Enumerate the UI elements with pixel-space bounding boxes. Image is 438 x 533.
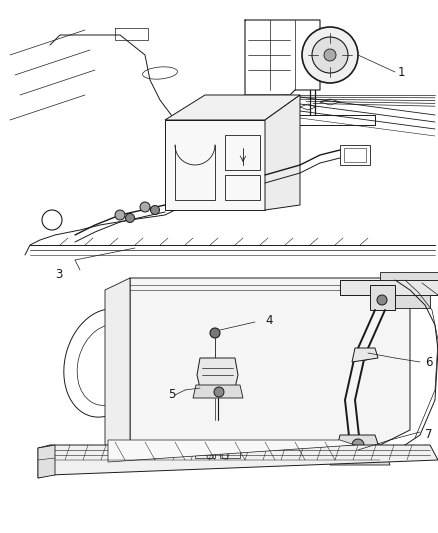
Circle shape — [210, 328, 220, 338]
Text: 7: 7 — [425, 429, 432, 441]
Polygon shape — [197, 358, 238, 388]
Polygon shape — [265, 95, 300, 210]
Circle shape — [377, 295, 387, 305]
Polygon shape — [330, 450, 390, 465]
Bar — [225, 175, 260, 200]
Polygon shape — [340, 280, 438, 295]
Text: 4: 4 — [265, 313, 272, 327]
Polygon shape — [50, 445, 438, 475]
Bar — [344, 148, 366, 162]
Bar — [195, 448, 215, 458]
Polygon shape — [352, 348, 378, 362]
Polygon shape — [165, 120, 265, 210]
Circle shape — [360, 350, 370, 360]
Polygon shape — [370, 285, 395, 310]
Bar — [225, 135, 260, 170]
Circle shape — [115, 210, 125, 220]
Circle shape — [312, 37, 348, 73]
Polygon shape — [130, 278, 410, 445]
Text: 3: 3 — [55, 269, 62, 281]
Polygon shape — [38, 445, 50, 478]
Polygon shape — [38, 445, 55, 478]
Bar — [220, 448, 240, 458]
Circle shape — [214, 387, 224, 397]
Circle shape — [324, 49, 336, 61]
Text: 6: 6 — [425, 356, 432, 368]
Circle shape — [151, 206, 159, 214]
Circle shape — [302, 27, 358, 83]
Polygon shape — [108, 440, 355, 462]
Polygon shape — [380, 272, 438, 280]
Polygon shape — [193, 385, 243, 398]
Text: 1: 1 — [398, 67, 406, 79]
Text: 5: 5 — [168, 389, 175, 401]
Circle shape — [352, 439, 364, 451]
Polygon shape — [335, 435, 380, 455]
Circle shape — [126, 214, 134, 222]
Polygon shape — [380, 295, 430, 308]
Polygon shape — [105, 278, 130, 458]
Polygon shape — [165, 95, 300, 120]
Bar — [340, 145, 370, 165]
Circle shape — [140, 202, 150, 212]
